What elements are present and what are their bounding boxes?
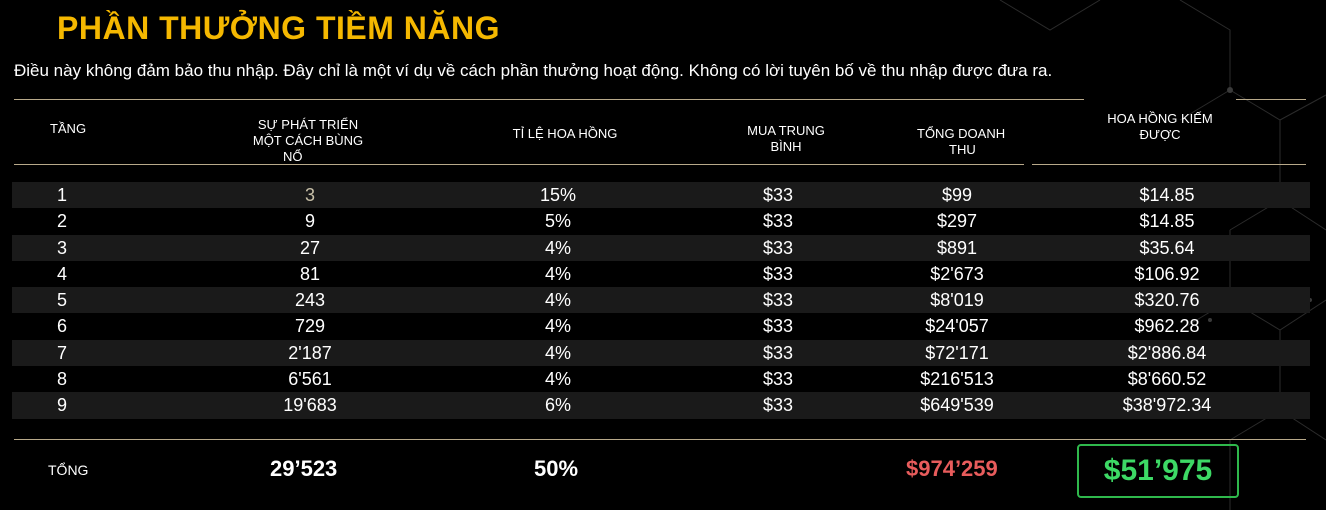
column-header-avg-purchase: MUA TRUNG BÌNH	[726, 123, 846, 155]
cell-revenue: $2'673	[930, 263, 984, 284]
column-header-growth-line3: NỔ	[283, 149, 303, 164]
table-row: 2 9 5% $33 $297 $14.85	[12, 208, 1310, 234]
cell-level: 7	[56, 342, 67, 363]
cell-rate: 4%	[544, 369, 571, 390]
totals-rule	[14, 439, 1306, 440]
table-top-rule-right	[1236, 99, 1306, 100]
cell-rate: 4%	[544, 342, 571, 363]
cell-avg-purchase: $33	[762, 211, 794, 232]
cell-earned: $8'660.52	[1127, 369, 1207, 390]
cell-level: 9	[56, 395, 67, 416]
total-growth: 29’523	[270, 456, 338, 481]
cell-earned: $106.92	[1134, 263, 1200, 284]
table-row: 6 729 4% $33 $24'057 $962.28	[12, 313, 1310, 339]
table-body: 1 3 15% $33 $99 $14.85 2 9 5% $33 $297 $…	[12, 182, 1310, 419]
column-header-level: TẦNG	[38, 121, 98, 137]
cell-revenue: $99	[941, 185, 973, 205]
cell-level: 3	[56, 237, 67, 258]
cell-earned: $2'886.84	[1127, 342, 1207, 363]
cell-growth: 3	[304, 185, 315, 205]
cell-rate: 4%	[544, 263, 571, 284]
column-header-total-revenue-line1: TỔNG DOANH	[917, 126, 1006, 141]
column-header-total-revenue-line2: THU	[949, 142, 976, 157]
cell-revenue: $72'171	[925, 342, 989, 363]
cell-level: 5	[56, 290, 67, 311]
cell-rate: 15%	[539, 185, 577, 205]
header-bottom-rule-right	[1032, 164, 1306, 165]
cell-earned: $962.28	[1134, 316, 1200, 337]
column-header-level-text: TẦNG	[49, 121, 87, 136]
cell-revenue: $216'513	[920, 369, 994, 390]
cell-revenue: $24'057	[925, 316, 989, 337]
cell-earned: $14.85	[1139, 211, 1195, 232]
total-earned-box: $51’975	[1077, 444, 1239, 498]
cell-earned: $38'972.34	[1122, 395, 1212, 416]
table-row: 1 3 15% $33 $99 $14.85	[12, 182, 1310, 209]
cell-level: 8	[56, 369, 67, 390]
cell-revenue: $649'539	[920, 395, 994, 416]
cell-growth: 81	[299, 263, 321, 284]
table-row: 3 27 4% $33 $891 $35.64	[12, 234, 1310, 261]
cell-earned: $35.64	[1139, 237, 1195, 258]
cell-growth: 9	[304, 211, 315, 232]
table-row: 4 81 4% $33 $2'673 $106.92	[12, 261, 1310, 287]
total-rate: 50%	[534, 456, 579, 481]
cell-rate: 4%	[544, 316, 571, 337]
cell-avg-purchase: $33	[762, 290, 794, 311]
table-row: 5 243 4% $33 $8'019 $320.76	[12, 287, 1310, 314]
cell-earned: $14.85	[1139, 185, 1195, 205]
column-header-growth-line1: SỰ PHÁT TRIỂN	[257, 117, 359, 132]
cell-growth: 27	[299, 237, 321, 258]
cell-growth: 2'187	[288, 342, 332, 363]
header-bottom-rule-left	[14, 164, 1024, 165]
total-label: TỔNG	[48, 462, 89, 478]
cell-level: 2	[56, 211, 67, 232]
cell-level: 4	[56, 263, 67, 284]
cell-rate: 5%	[544, 211, 571, 232]
cell-growth: 729	[294, 316, 326, 337]
table-row: 8 6'561 4% $33 $216'513 $8'660.52	[12, 366, 1310, 392]
cell-revenue: $8'019	[930, 290, 984, 311]
disclaimer-text: Điều này không đảm bảo thu nhập. Đây chỉ…	[14, 61, 1053, 80]
table-row: 7 2'187 4% $33 $72'171 $2'886.84	[12, 339, 1310, 367]
cell-avg-purchase: $33	[762, 185, 794, 205]
column-header-commission-earned-line2: ĐƯỢC	[1139, 127, 1181, 142]
total-revenue: $974’259	[906, 456, 998, 481]
cell-avg-purchase: $33	[762, 369, 794, 390]
cell-earned: $320.76	[1134, 290, 1200, 311]
table-row: 9 19'683 6% $33 $649'539 $38'972.34	[12, 392, 1310, 419]
cell-avg-purchase: $33	[762, 342, 794, 363]
page-title: PHẦN THƯỞNG TIỀM NĂNG	[57, 10, 500, 46]
cell-rate: 4%	[544, 237, 571, 258]
cell-rate: 4%	[544, 290, 571, 311]
cell-revenue: $891	[936, 237, 978, 258]
cell-growth: 6'561	[288, 369, 332, 390]
table-top-rule-left	[14, 99, 1084, 100]
cell-level: 6	[56, 316, 67, 337]
cell-level: 1	[56, 185, 67, 205]
column-header-avg-purchase-line1: MUA TRUNG	[747, 123, 825, 138]
cell-growth: 19'683	[283, 395, 337, 416]
cell-revenue: $297	[936, 211, 978, 232]
total-earned: $51’975	[1103, 454, 1213, 487]
cell-rate: 6%	[544, 395, 571, 416]
column-header-avg-purchase-line2: BÌNH	[770, 139, 802, 154]
column-header-commission-earned: HOA HỒNG KIẾM ĐƯỢC	[1085, 111, 1235, 143]
cell-avg-purchase: $33	[762, 237, 794, 258]
column-header-commission-earned-line1: HOA HỒNG KIẾM	[1107, 111, 1213, 126]
cell-avg-purchase: $33	[762, 316, 794, 337]
column-header-commission-rate-text: TỈ LỆ HOA HỒNG	[512, 126, 618, 141]
cell-growth: 243	[294, 290, 326, 311]
column-header-total-revenue: TỔNG DOANH THU	[903, 126, 1023, 158]
column-header-growth: SỰ PHÁT TRIỂN MỘT CÁCH BÙNG NỔ	[238, 117, 378, 165]
column-header-commission-rate: TỈ LỆ HOA HỒNG	[495, 126, 635, 142]
cell-avg-purchase: $33	[762, 395, 794, 416]
cell-avg-purchase: $33	[762, 263, 794, 284]
column-header-growth-line2: MỘT CÁCH BÙNG	[252, 133, 364, 148]
